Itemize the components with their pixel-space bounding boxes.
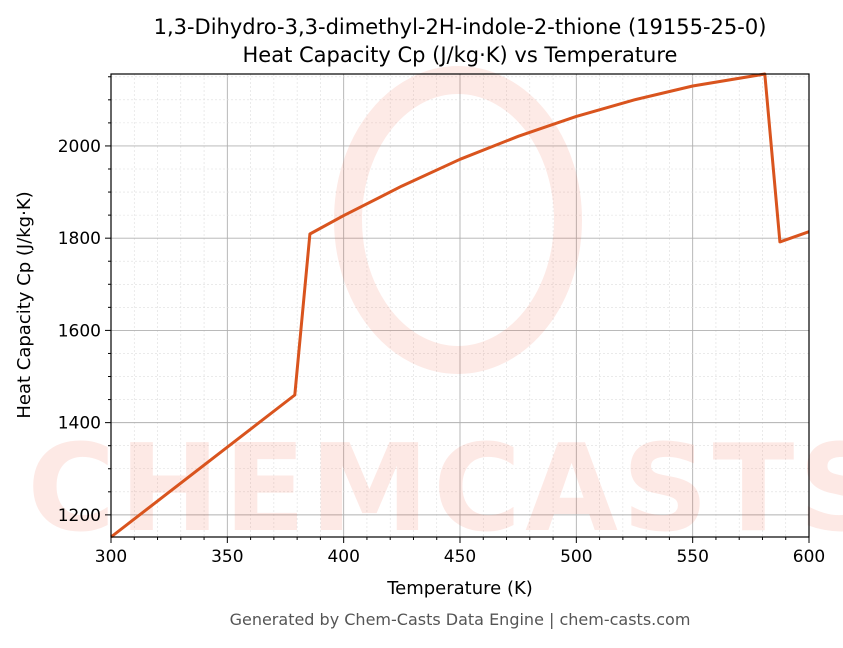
x-tick-label: 350 bbox=[211, 547, 243, 567]
y-tick-label: 1600 bbox=[58, 321, 101, 341]
x-tick-label: 300 bbox=[95, 547, 127, 567]
chart-title: 1,3-Dihydro-3,3-dimethyl-2H-indole-2-thi… bbox=[154, 15, 767, 39]
plot-frame bbox=[110, 73, 810, 538]
y-tick-label: 1800 bbox=[58, 229, 101, 249]
watermark: CHEMCASTS bbox=[27, 66, 843, 559]
svg-text:CHEMCASTS: CHEMCASTS bbox=[27, 420, 843, 559]
y-axis-label: Heat Capacity Cp (J/kg·K) bbox=[14, 191, 35, 418]
x-tick-label: 600 bbox=[793, 547, 825, 567]
x-tick-label: 400 bbox=[327, 547, 359, 567]
x-tick-label: 550 bbox=[676, 547, 708, 567]
x-axis-label: Temperature (K) bbox=[386, 578, 533, 599]
footer-text: Generated by Chem-Casts Data Engine | ch… bbox=[230, 610, 691, 629]
x-tick-label: 500 bbox=[560, 547, 592, 567]
x-tick-label: 450 bbox=[444, 547, 476, 567]
y-tick-label: 2000 bbox=[58, 137, 101, 157]
y-tick-label: 1200 bbox=[58, 506, 101, 526]
ticks: 300 350 400 450 500 550 600 1200 1400 1600 1800 200… bbox=[58, 76, 825, 567]
y-tick-label: 1400 bbox=[58, 414, 101, 434]
chart-subtitle: Heat Capacity Cp (J/kg·K) vs Temperature bbox=[243, 43, 678, 67]
